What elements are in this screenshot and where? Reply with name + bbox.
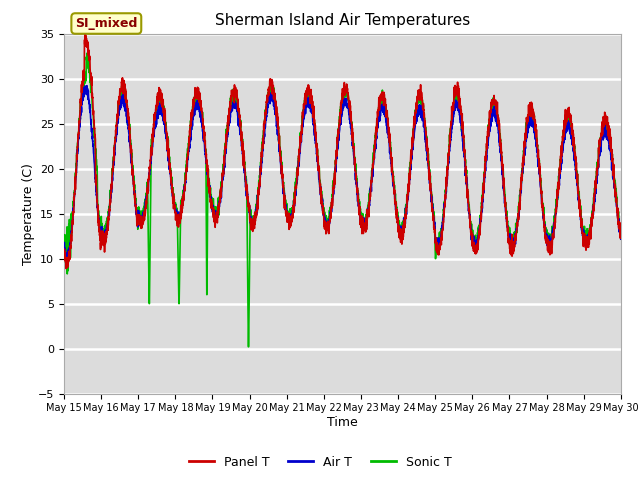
- Title: Sherman Island Air Temperatures: Sherman Island Air Temperatures: [215, 13, 470, 28]
- Y-axis label: Temperature (C): Temperature (C): [22, 163, 35, 264]
- Text: SI_mixed: SI_mixed: [75, 17, 138, 30]
- X-axis label: Time: Time: [327, 416, 358, 429]
- Legend: Panel T, Air T, Sonic T: Panel T, Air T, Sonic T: [184, 451, 456, 474]
